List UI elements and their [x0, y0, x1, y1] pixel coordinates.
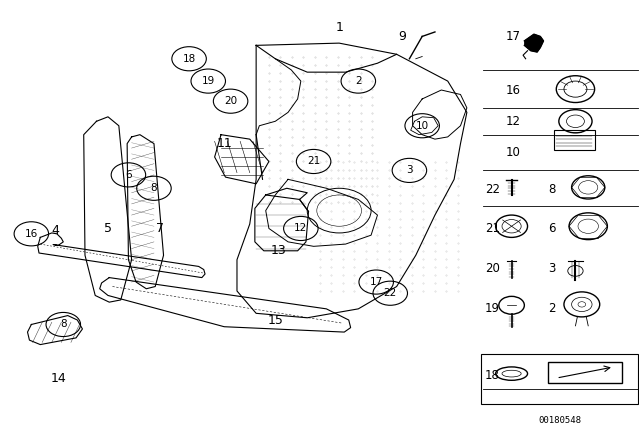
Text: 4: 4	[51, 224, 59, 237]
Text: 19: 19	[202, 76, 215, 86]
Text: 18: 18	[182, 54, 196, 64]
Text: 10: 10	[415, 121, 429, 131]
Text: 19: 19	[484, 302, 500, 315]
Text: 7: 7	[156, 222, 164, 235]
Text: 9: 9	[398, 30, 406, 43]
Text: 12: 12	[294, 224, 307, 233]
Text: 18: 18	[484, 369, 500, 382]
Text: 00180548: 00180548	[538, 416, 581, 425]
Text: 16: 16	[25, 229, 38, 239]
Text: 22: 22	[484, 183, 500, 196]
Text: 3: 3	[548, 262, 556, 275]
Text: 6: 6	[548, 222, 556, 235]
Text: 20: 20	[484, 262, 500, 275]
Polygon shape	[524, 34, 543, 52]
Text: 2: 2	[355, 76, 362, 86]
Text: 17: 17	[369, 277, 383, 287]
Text: 11: 11	[216, 137, 232, 150]
Text: 16: 16	[505, 83, 520, 96]
Text: 8: 8	[60, 319, 67, 329]
Text: 8: 8	[548, 183, 556, 196]
Text: 14: 14	[51, 371, 66, 384]
Text: 6: 6	[125, 170, 132, 180]
Text: 3: 3	[406, 165, 413, 176]
Text: 10: 10	[505, 146, 520, 159]
Text: 1: 1	[335, 21, 343, 34]
Text: 17: 17	[505, 30, 520, 43]
Text: 5: 5	[104, 222, 112, 235]
Text: 20: 20	[224, 96, 237, 106]
Text: 21: 21	[307, 156, 320, 167]
Text: 12: 12	[505, 115, 520, 128]
Text: 8: 8	[150, 183, 157, 193]
Text: 13: 13	[271, 244, 286, 257]
Text: 21: 21	[484, 222, 500, 235]
Text: 15: 15	[268, 314, 284, 327]
Text: 2: 2	[548, 302, 556, 315]
Text: 22: 22	[383, 288, 397, 298]
